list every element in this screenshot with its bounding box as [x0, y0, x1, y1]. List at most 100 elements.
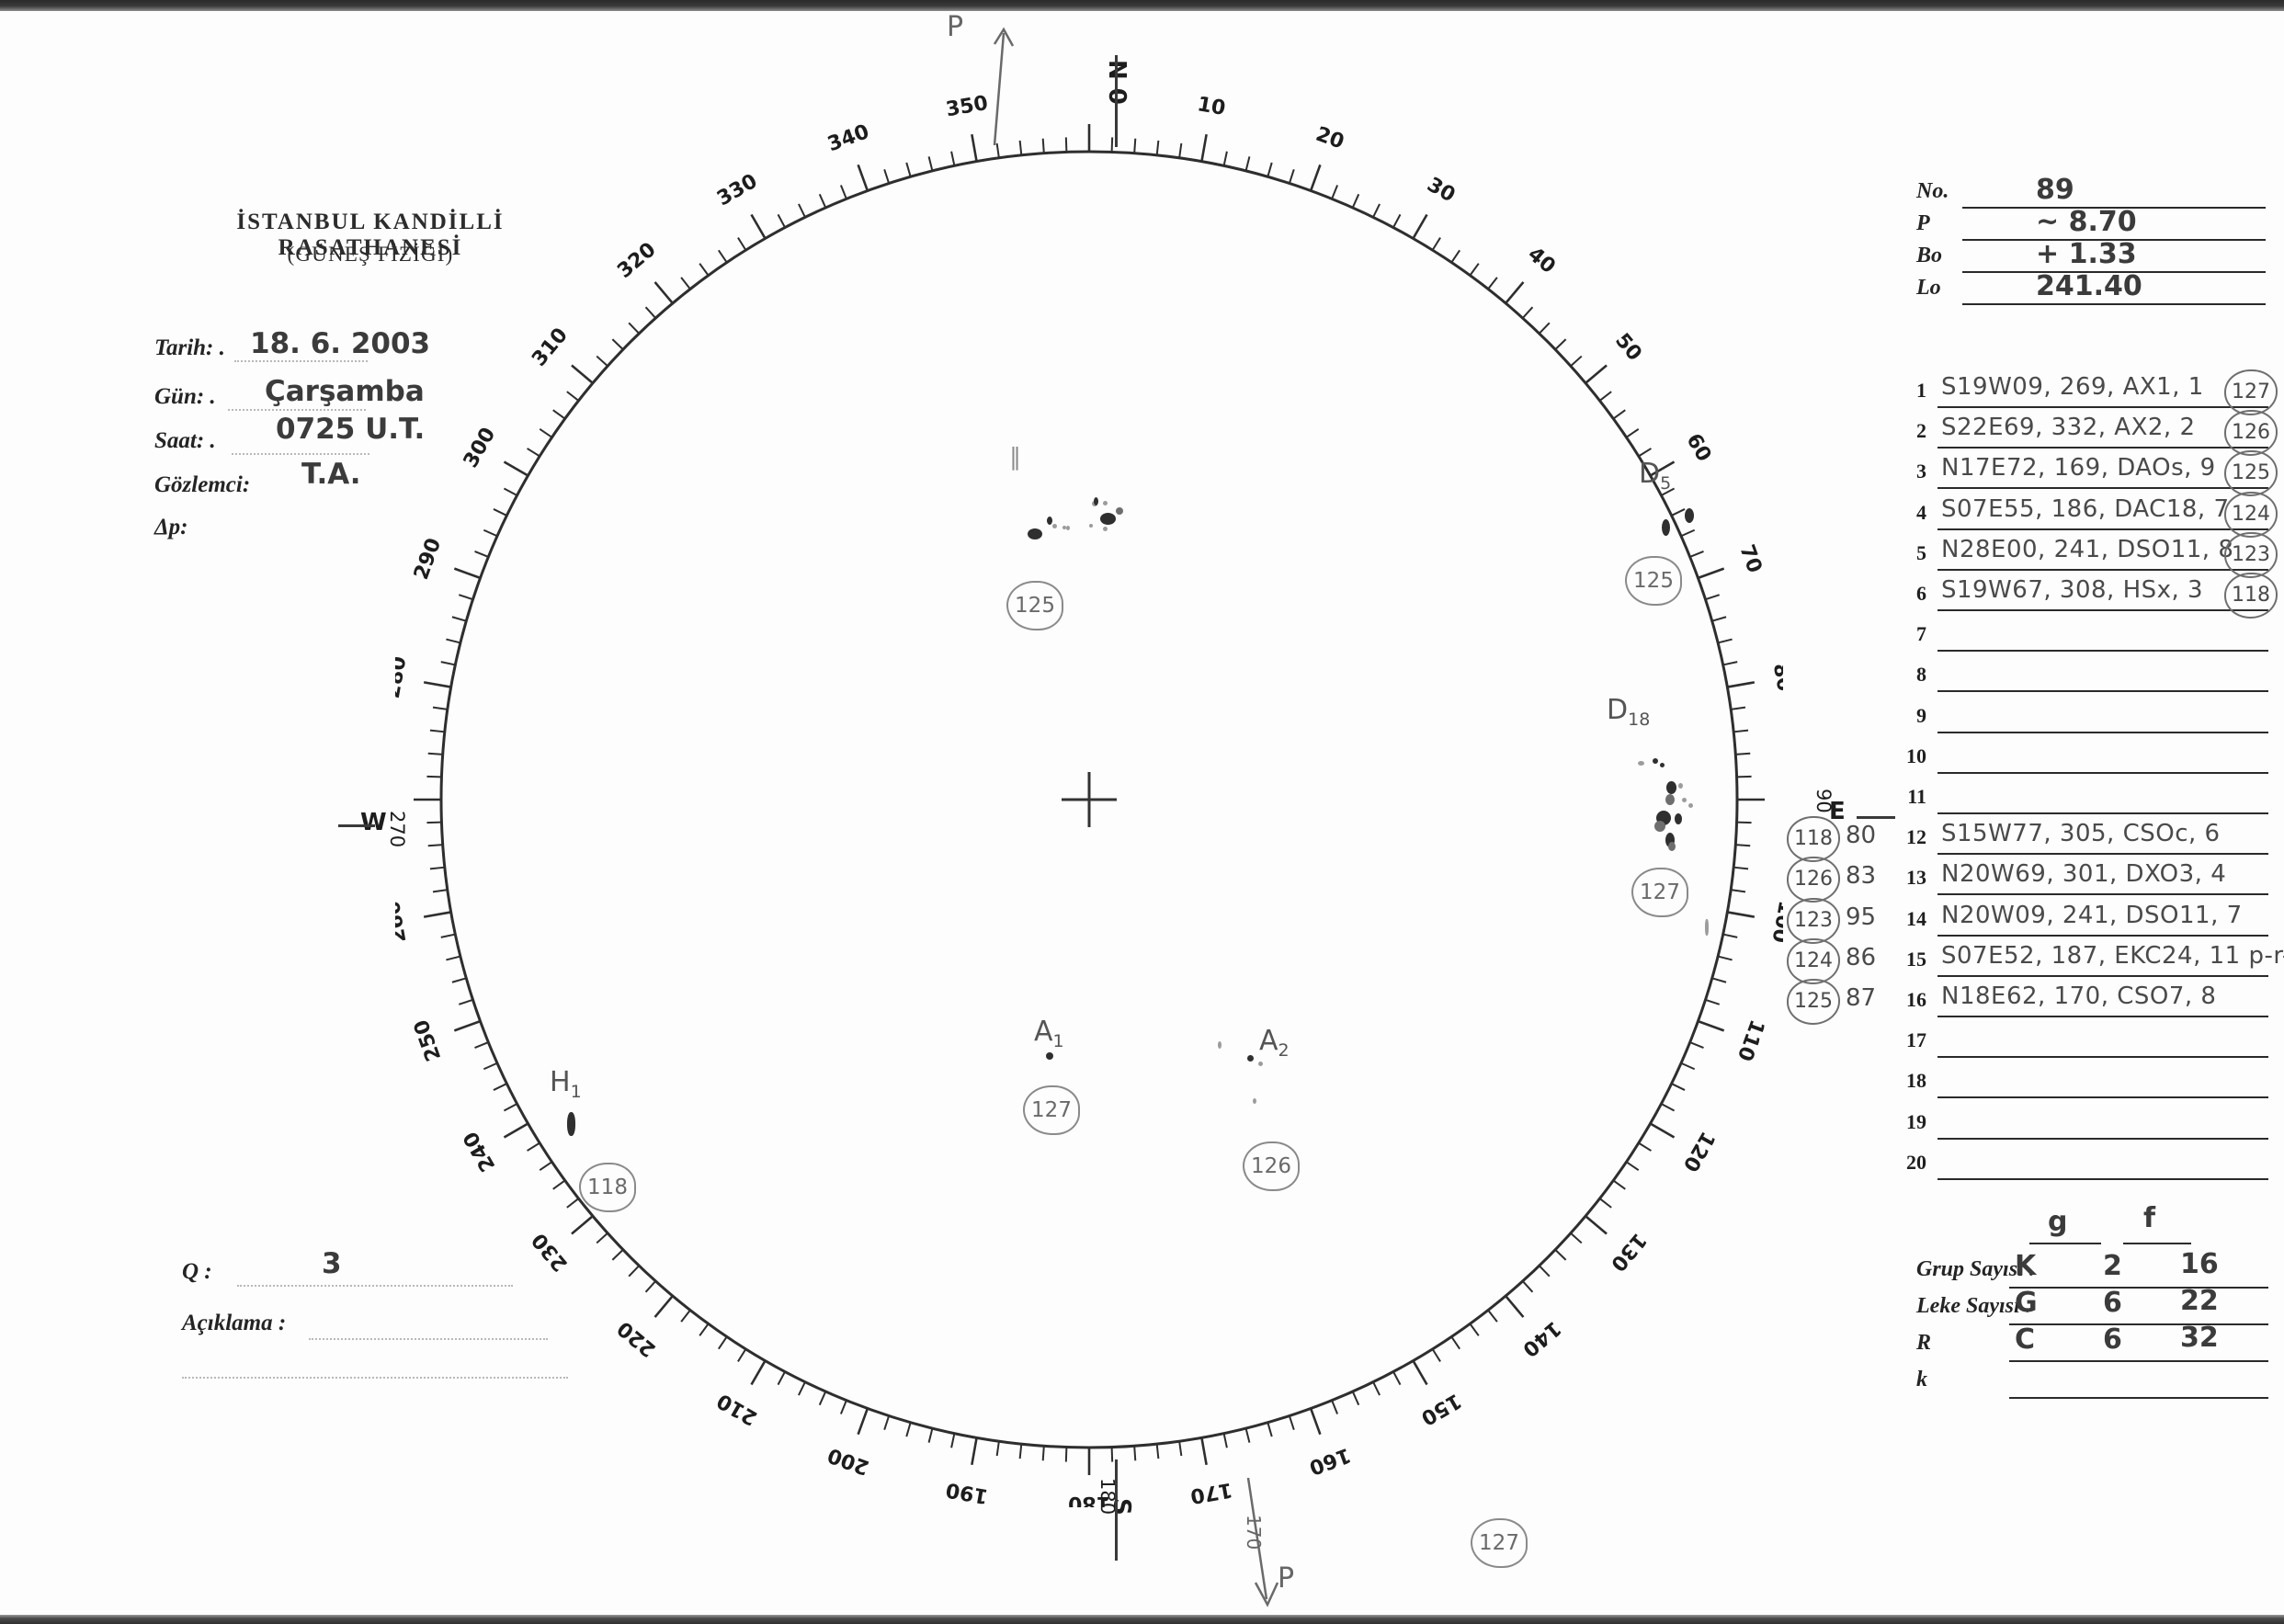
group-row-number: 1: [1916, 379, 1926, 402]
value-tarih[interactable]: 18. 6. 2003: [250, 327, 431, 360]
svg-text:280: 280: [395, 654, 411, 700]
disk-center-cross: [1062, 772, 1117, 827]
south-axis-tick: [1115, 1459, 1118, 1561]
summary-label: k: [1916, 1368, 1927, 1391]
value-saat[interactable]: 0725 U.T.: [276, 413, 426, 446]
summary-code[interactable]: G: [2015, 1287, 2038, 1319]
header-value-no[interactable]: 89: [2036, 174, 2074, 206]
group-row-number: 17: [1906, 1028, 1926, 1052]
group-row-rule: [1937, 812, 2268, 814]
p-label-top: P: [947, 11, 964, 43]
svg-text:90: 90: [1781, 786, 1783, 814]
group-row-rule: [1937, 568, 2268, 571]
aciklama-dots-2: [182, 1377, 568, 1379]
group-row-text[interactable]: N18E62, 170, CSO7, 8: [1941, 982, 2217, 1010]
svg-text:210: 210: [713, 1389, 761, 1430]
group-row-text[interactable]: S07E52, 187, EKC24, 11 p-r-β: [1941, 941, 2284, 970]
group-row-text[interactable]: S15W77, 305, CSOc, 6: [1941, 820, 2221, 848]
p-axis-top: [993, 27, 1015, 146]
group-marker-mid: ∥: [1009, 444, 1021, 471]
group-row-text[interactable]: N20W09, 241, DSO11, 7: [1941, 901, 2243, 929]
solar-disk: 10 20 30 40 50 60 70 80 90 100 110 120 130 140 150 160 1…: [374, 92, 1804, 1515]
summary-g-value[interactable]: 6: [2103, 1323, 2122, 1356]
value-gun[interactable]: Çarşamba: [265, 375, 425, 408]
summary-rule: [2009, 1287, 2268, 1289]
header-label-no: No.: [1916, 179, 1949, 203]
svg-text:80: 80: [1768, 662, 1783, 694]
header-value-lo[interactable]: 241.40: [2036, 270, 2142, 302]
group-row-number: 18: [1906, 1069, 1926, 1093]
group-row-number: 14: [1906, 906, 1926, 930]
group-row-number: 2: [1916, 419, 1926, 443]
summary-f-value[interactable]: 22: [2180, 1285, 2219, 1317]
summary-col-g-rule: [2029, 1243, 2101, 1244]
group-row-circled-number: 127: [2224, 369, 2278, 415]
group-row-number: 15: [1906, 947, 1926, 971]
group-row-number: 8: [1916, 663, 1926, 687]
header-label-bo: Bo: [1916, 244, 1943, 267]
summary-g-value[interactable]: 6: [2103, 1287, 2122, 1319]
svg-text:190: 190: [944, 1478, 990, 1507]
summary-rule: [2009, 1323, 2268, 1325]
group-row-rule: [1937, 690, 2268, 693]
group-row-rule: [1937, 1056, 2268, 1059]
header-rule-1: [1962, 239, 2266, 241]
group-circle-a1: 127: [1023, 1085, 1080, 1135]
cardinal-south: S: [1108, 1498, 1135, 1516]
scan-bottom-edge: [0, 1615, 2284, 1624]
summary-g-value[interactable]: 2: [2103, 1250, 2122, 1282]
group-row-text[interactable]: S19W09, 269, AX1, 1: [1941, 373, 2204, 401]
value-gozlemci[interactable]: T.A.: [301, 458, 361, 491]
group-row-rule: [1937, 771, 2268, 774]
summary-rule: [2009, 1397, 2268, 1399]
group-row-text[interactable]: S07E55, 186, DAC18, 7: [1941, 494, 2230, 523]
group-row-rule: [1937, 609, 2268, 611]
group-row-text[interactable]: N20W69, 301, DXO3, 4: [1941, 860, 2227, 889]
summary-f-value[interactable]: 16: [2180, 1248, 2219, 1280]
group-row-rule: [1937, 974, 2268, 977]
group-row-rule: [1937, 1177, 2268, 1180]
group-row-left-number: 83: [1846, 862, 1877, 891]
group-row-text[interactable]: S19W67, 308, HSx, 3: [1941, 576, 2204, 604]
group-row-number: 12: [1906, 825, 1926, 849]
group-row-circled-number: 123: [2224, 531, 2278, 578]
label-gozlemci: Gözlemci:: [154, 472, 251, 497]
summary-f-value[interactable]: 32: [2180, 1322, 2219, 1354]
svg-text:260: 260: [395, 899, 411, 945]
summary-code[interactable]: K: [2015, 1250, 2037, 1282]
tarih-dots: [234, 360, 368, 362]
group-row-left-number: 80: [1846, 822, 1877, 850]
group-row-number: 13: [1906, 866, 1926, 890]
summary-code[interactable]: C: [2015, 1323, 2036, 1356]
header-value-p[interactable]: ~ 8.70: [2036, 206, 2137, 238]
group-label-d18: D18: [1607, 694, 1651, 730]
summary-rule: [2009, 1360, 2268, 1362]
label-q: Q :: [182, 1259, 212, 1284]
svg-text:240: 240: [460, 1128, 501, 1175]
cardinal-east: E: [1829, 798, 1846, 825]
summary-label: Grup Sayısı .: [1916, 1257, 2035, 1281]
group-row-number: 3: [1916, 460, 1926, 483]
group-row-circled-number: 125: [1787, 979, 1840, 1025]
svg-text:330: 330: [713, 170, 761, 211]
group-row-text[interactable]: S22E69, 332, AX2, 2: [1941, 414, 2196, 442]
group-row-number: 7: [1916, 622, 1926, 646]
summary-col-f: f: [2143, 1202, 2156, 1234]
p-label-bottom: P: [1278, 1562, 1295, 1595]
header-value-bo[interactable]: + 1.33: [2036, 238, 2137, 270]
aciklama-dots-1: [309, 1338, 548, 1340]
saat-dots: [232, 453, 369, 455]
group-row-left-number: 95: [1846, 903, 1877, 931]
group-row-rule: [1937, 487, 2268, 490]
group-row-left-number: 86: [1846, 943, 1877, 971]
label-gun: Gün: .: [154, 384, 216, 409]
group-row-text[interactable]: N28E00, 241, DSO11, 8: [1941, 535, 2234, 563]
value-q[interactable]: 3: [322, 1247, 342, 1280]
group-row-rule: [1937, 893, 2268, 896]
svg-text:40: 40: [1523, 243, 1560, 278]
group-row-circled-number: 124: [2224, 491, 2278, 538]
group-row-text[interactable]: N17E72, 169, DAOs, 9: [1941, 454, 2216, 483]
group-row-number: 11: [1907, 785, 1926, 808]
svg-text:140: 140: [1517, 1316, 1564, 1361]
svg-text:70: 70: [1734, 542, 1766, 576]
